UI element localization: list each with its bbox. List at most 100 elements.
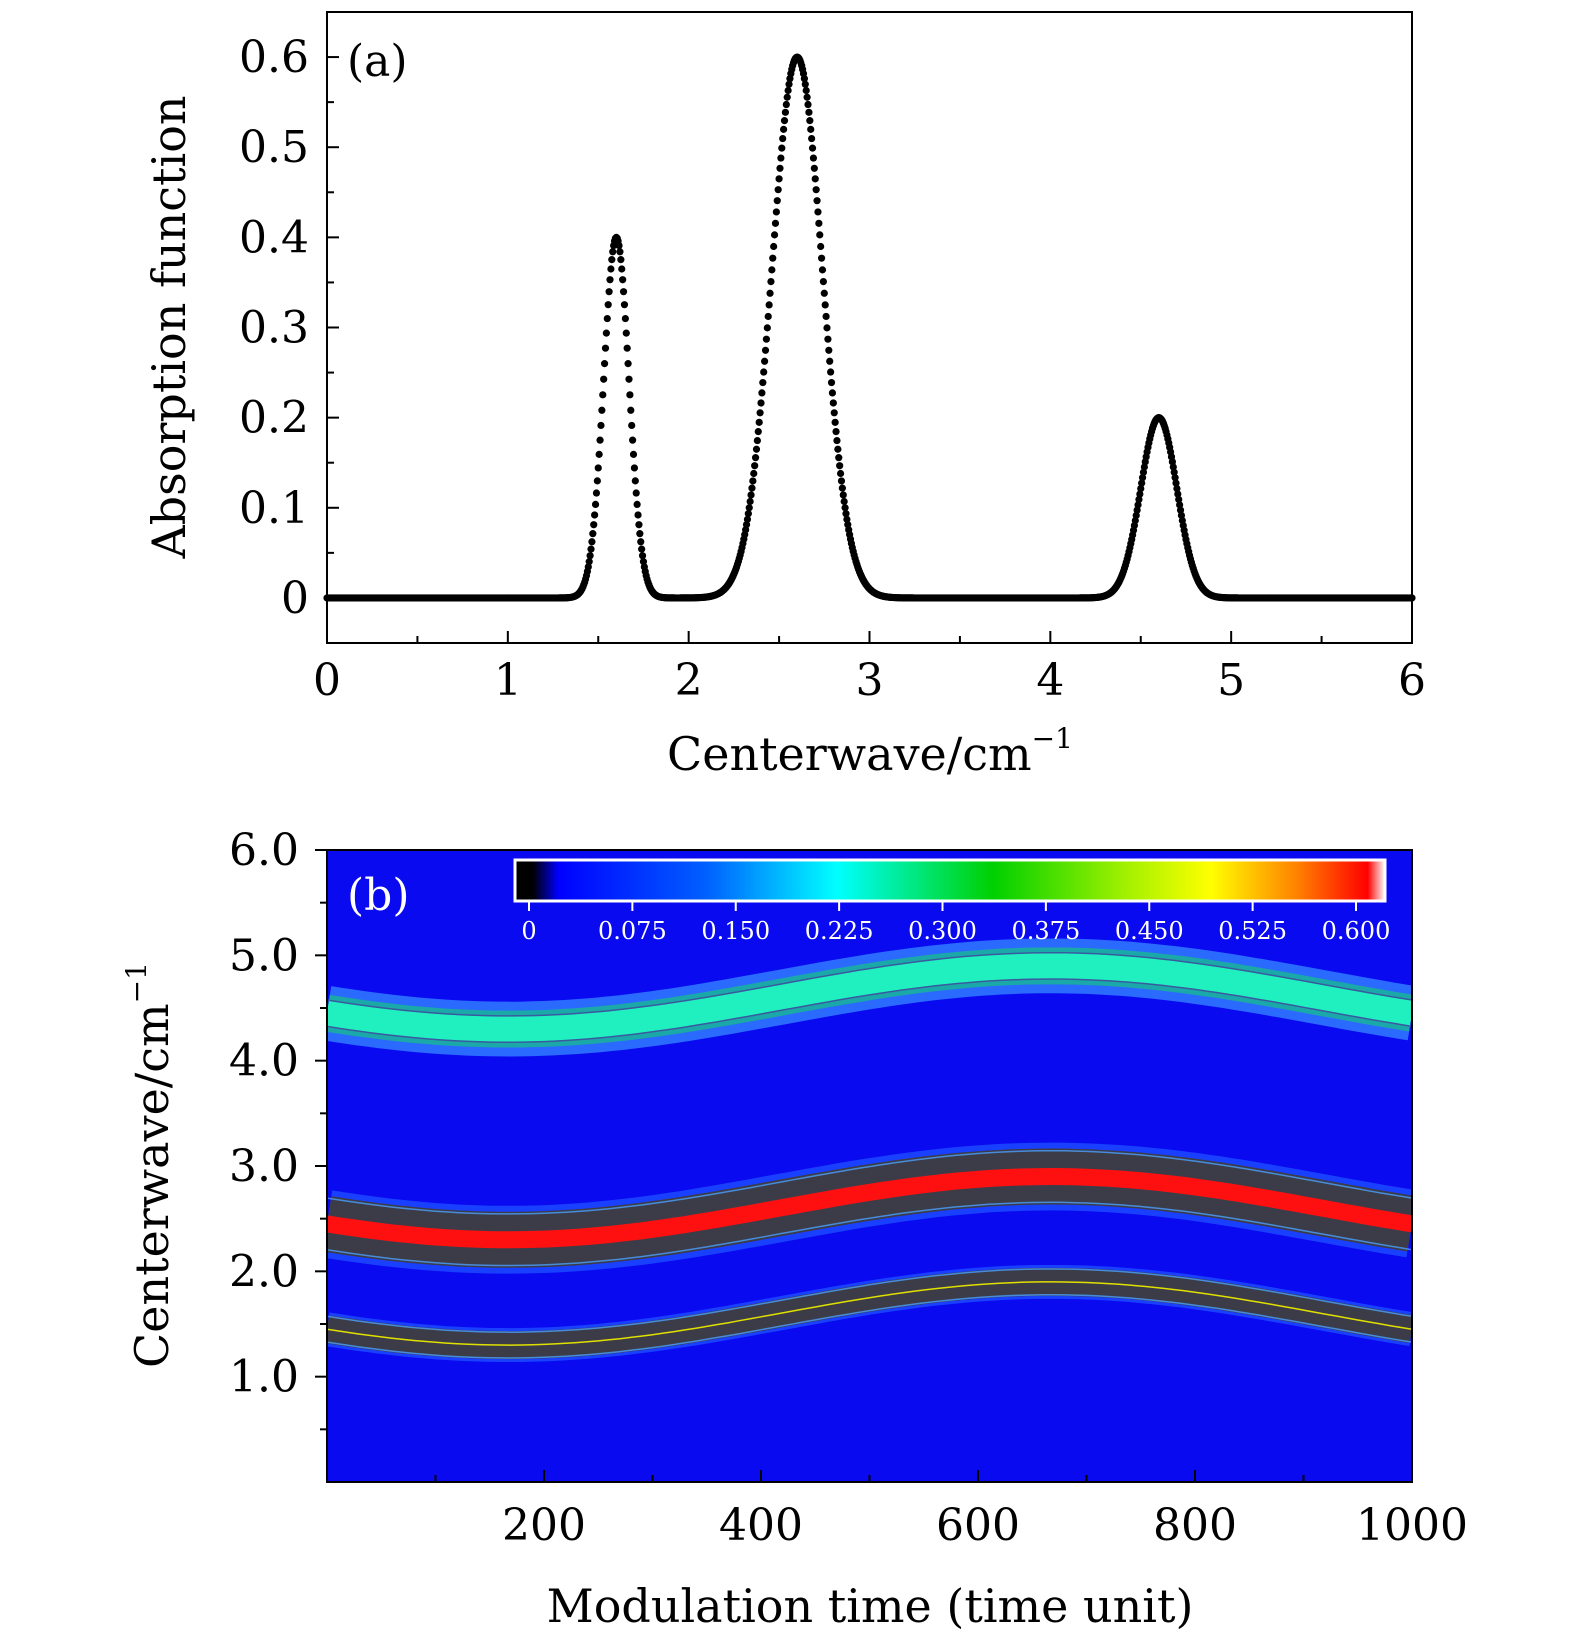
colorbar-tick-label: 0.450 [1115, 917, 1184, 945]
x-tick-label: 3 [856, 655, 884, 706]
data-point [1174, 490, 1182, 498]
panel-b-bands [327, 938, 1412, 1363]
data-point [828, 389, 837, 397]
data-point [778, 144, 786, 152]
data-point [752, 445, 761, 453]
data-point [775, 175, 783, 183]
data-point [773, 197, 781, 205]
data-point [757, 399, 765, 407]
data-point [620, 301, 629, 309]
data-point [801, 80, 809, 88]
data-point [815, 219, 823, 227]
data-point [601, 344, 610, 352]
data-point [817, 254, 826, 262]
data-point [804, 100, 812, 109]
data-point [629, 436, 637, 444]
panel-b-modulation-heatmap: 0 0.075 0.150 0.225 0.300 0.375 0.450 0.525 0.60… [120, 825, 1468, 1633]
band-contour [327, 1149, 1412, 1215]
x-tick-label: 6 [1398, 655, 1426, 706]
data-point [600, 375, 608, 383]
y-tick-label: 1.0 [229, 1352, 299, 1403]
y-tick-label: 6.0 [229, 825, 299, 876]
band-contour [327, 978, 1412, 1043]
x-tick-label: 1000 [1356, 1500, 1468, 1551]
data-point [585, 558, 593, 566]
colorbar-tick-label: 0.225 [805, 917, 874, 945]
data-point [806, 117, 814, 125]
data-point [591, 500, 600, 509]
x-tick-label: 200 [502, 1500, 586, 1551]
data-point [780, 125, 788, 133]
data-point [826, 357, 834, 365]
colorbar-tick-label: 0.300 [908, 917, 977, 945]
data-point [749, 477, 757, 485]
data-point [587, 545, 595, 553]
data-point [746, 497, 754, 506]
data-point [628, 421, 636, 430]
x-tick-label: 800 [1153, 1500, 1237, 1551]
x-tick-label: 2 [675, 655, 703, 706]
data-point [805, 108, 813, 116]
data-point [819, 277, 827, 286]
data-point [618, 265, 626, 273]
data-point [783, 93, 791, 101]
data-point [600, 360, 609, 368]
data-point [816, 231, 824, 239]
data-point [811, 175, 819, 183]
heatmap-band [327, 1264, 1412, 1363]
data-point [602, 329, 610, 337]
data-point [624, 360, 632, 368]
y-tick-label: 0 [281, 573, 309, 624]
x-tick-label: 600 [936, 1500, 1020, 1551]
panel-a-markers [323, 53, 1416, 602]
data-point [784, 86, 792, 95]
data-point [1133, 506, 1141, 514]
data-point [599, 391, 607, 399]
y-tick-label: 3.0 [229, 1141, 299, 1192]
data-point [744, 510, 752, 518]
data-point [842, 510, 850, 518]
panel-b-x-axis-label: Modulation time (time unit) [547, 1579, 1194, 1633]
data-point [591, 511, 599, 519]
panel-b-label: (b) [347, 870, 410, 921]
data-point [756, 409, 764, 417]
data-point [1138, 479, 1146, 487]
data-point [760, 368, 768, 376]
data-point [1173, 484, 1181, 493]
data-point [759, 378, 767, 387]
data-point [635, 521, 643, 529]
data-point [606, 276, 614, 284]
data-point [837, 477, 846, 485]
x-tick-label: 0 [313, 655, 341, 706]
heatmap-band [327, 938, 1412, 1057]
data-point [818, 266, 827, 274]
data-point [838, 484, 846, 492]
data-point [626, 391, 634, 399]
data-point [754, 428, 762, 436]
data-point [596, 436, 604, 444]
data-point [820, 289, 828, 297]
data-point [766, 289, 774, 297]
panel-a-x-axis-label: Centerwave/cm−1 [667, 722, 1073, 781]
data-point [771, 219, 780, 227]
data-point [630, 464, 639, 472]
data-point [595, 450, 603, 458]
data-point [638, 552, 647, 560]
data-point [1138, 474, 1147, 482]
data-point [755, 418, 763, 426]
data-point [841, 504, 849, 512]
data-point [621, 314, 629, 323]
data-point [586, 552, 594, 560]
data-point [636, 530, 644, 538]
data-point [770, 231, 779, 239]
data-point [821, 301, 829, 309]
data-point [753, 436, 761, 445]
data-point [785, 80, 793, 88]
band-peak [327, 1167, 1412, 1249]
data-point [765, 301, 773, 309]
data-point [597, 421, 605, 430]
data-point [776, 164, 784, 172]
y-tick-label: 0.6 [239, 32, 309, 83]
data-point [617, 256, 625, 264]
data-point [609, 248, 617, 256]
